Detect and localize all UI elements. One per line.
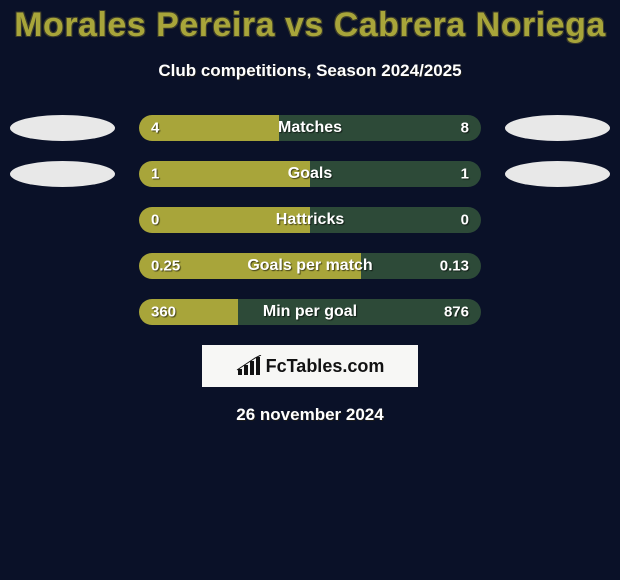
stat-row: 0.25 0.13 Goals per match <box>0 253 620 279</box>
stat-left-value: 4 <box>151 120 159 137</box>
stat-right-value: 876 <box>444 304 469 321</box>
date-label: 26 november 2024 <box>0 405 620 425</box>
stat-label: Goals per match <box>247 257 372 275</box>
stat-bar: 1 1 Goals <box>139 161 481 187</box>
stat-bar: 0 0 Hattricks <box>139 207 481 233</box>
player-left-ellipse <box>10 115 115 141</box>
stat-row: 360 876 Min per goal <box>0 299 620 325</box>
subtitle: Club competitions, Season 2024/2025 <box>0 61 620 81</box>
bar-chart-icon <box>236 355 262 377</box>
stat-row: 4 8 Matches <box>0 115 620 141</box>
stat-left-value: 0 <box>151 212 159 229</box>
stat-label: Min per goal <box>263 303 357 321</box>
stat-left-value: 1 <box>151 166 159 183</box>
player-right-ellipse <box>505 115 610 141</box>
stat-right-value: 0 <box>461 212 469 229</box>
stat-right-value: 8 <box>461 120 469 137</box>
brand-label: FcTables.com <box>266 356 385 377</box>
stat-left-value: 0.25 <box>151 258 180 275</box>
stat-label: Goals <box>288 165 332 183</box>
page-title: Morales Pereira vs Cabrera Noriega <box>0 6 620 45</box>
player-right-ellipse <box>505 161 610 187</box>
stat-row: 0 0 Hattricks <box>0 207 620 233</box>
stat-row: 1 1 Goals <box>0 161 620 187</box>
stat-label: Matches <box>278 119 342 137</box>
stat-bar: 360 876 Min per goal <box>139 299 481 325</box>
stats-rows: 4 8 Matches 1 1 Goals 0 0 Hattricks 0.25 0.13 Goals… <box>0 115 620 325</box>
player-left-ellipse <box>10 161 115 187</box>
stat-bar: 0.25 0.13 Goals per match <box>139 253 481 279</box>
stat-label: Hattricks <box>276 211 344 229</box>
stat-right-value: 0.13 <box>440 258 469 275</box>
stat-right-value: 1 <box>461 166 469 183</box>
stat-bar-right <box>310 161 481 187</box>
stat-left-value: 360 <box>151 304 176 321</box>
stat-bar-left <box>139 161 310 187</box>
stat-bar-left <box>139 115 279 141</box>
brand-badge: FcTables.com <box>202 345 418 387</box>
stat-bar: 4 8 Matches <box>139 115 481 141</box>
